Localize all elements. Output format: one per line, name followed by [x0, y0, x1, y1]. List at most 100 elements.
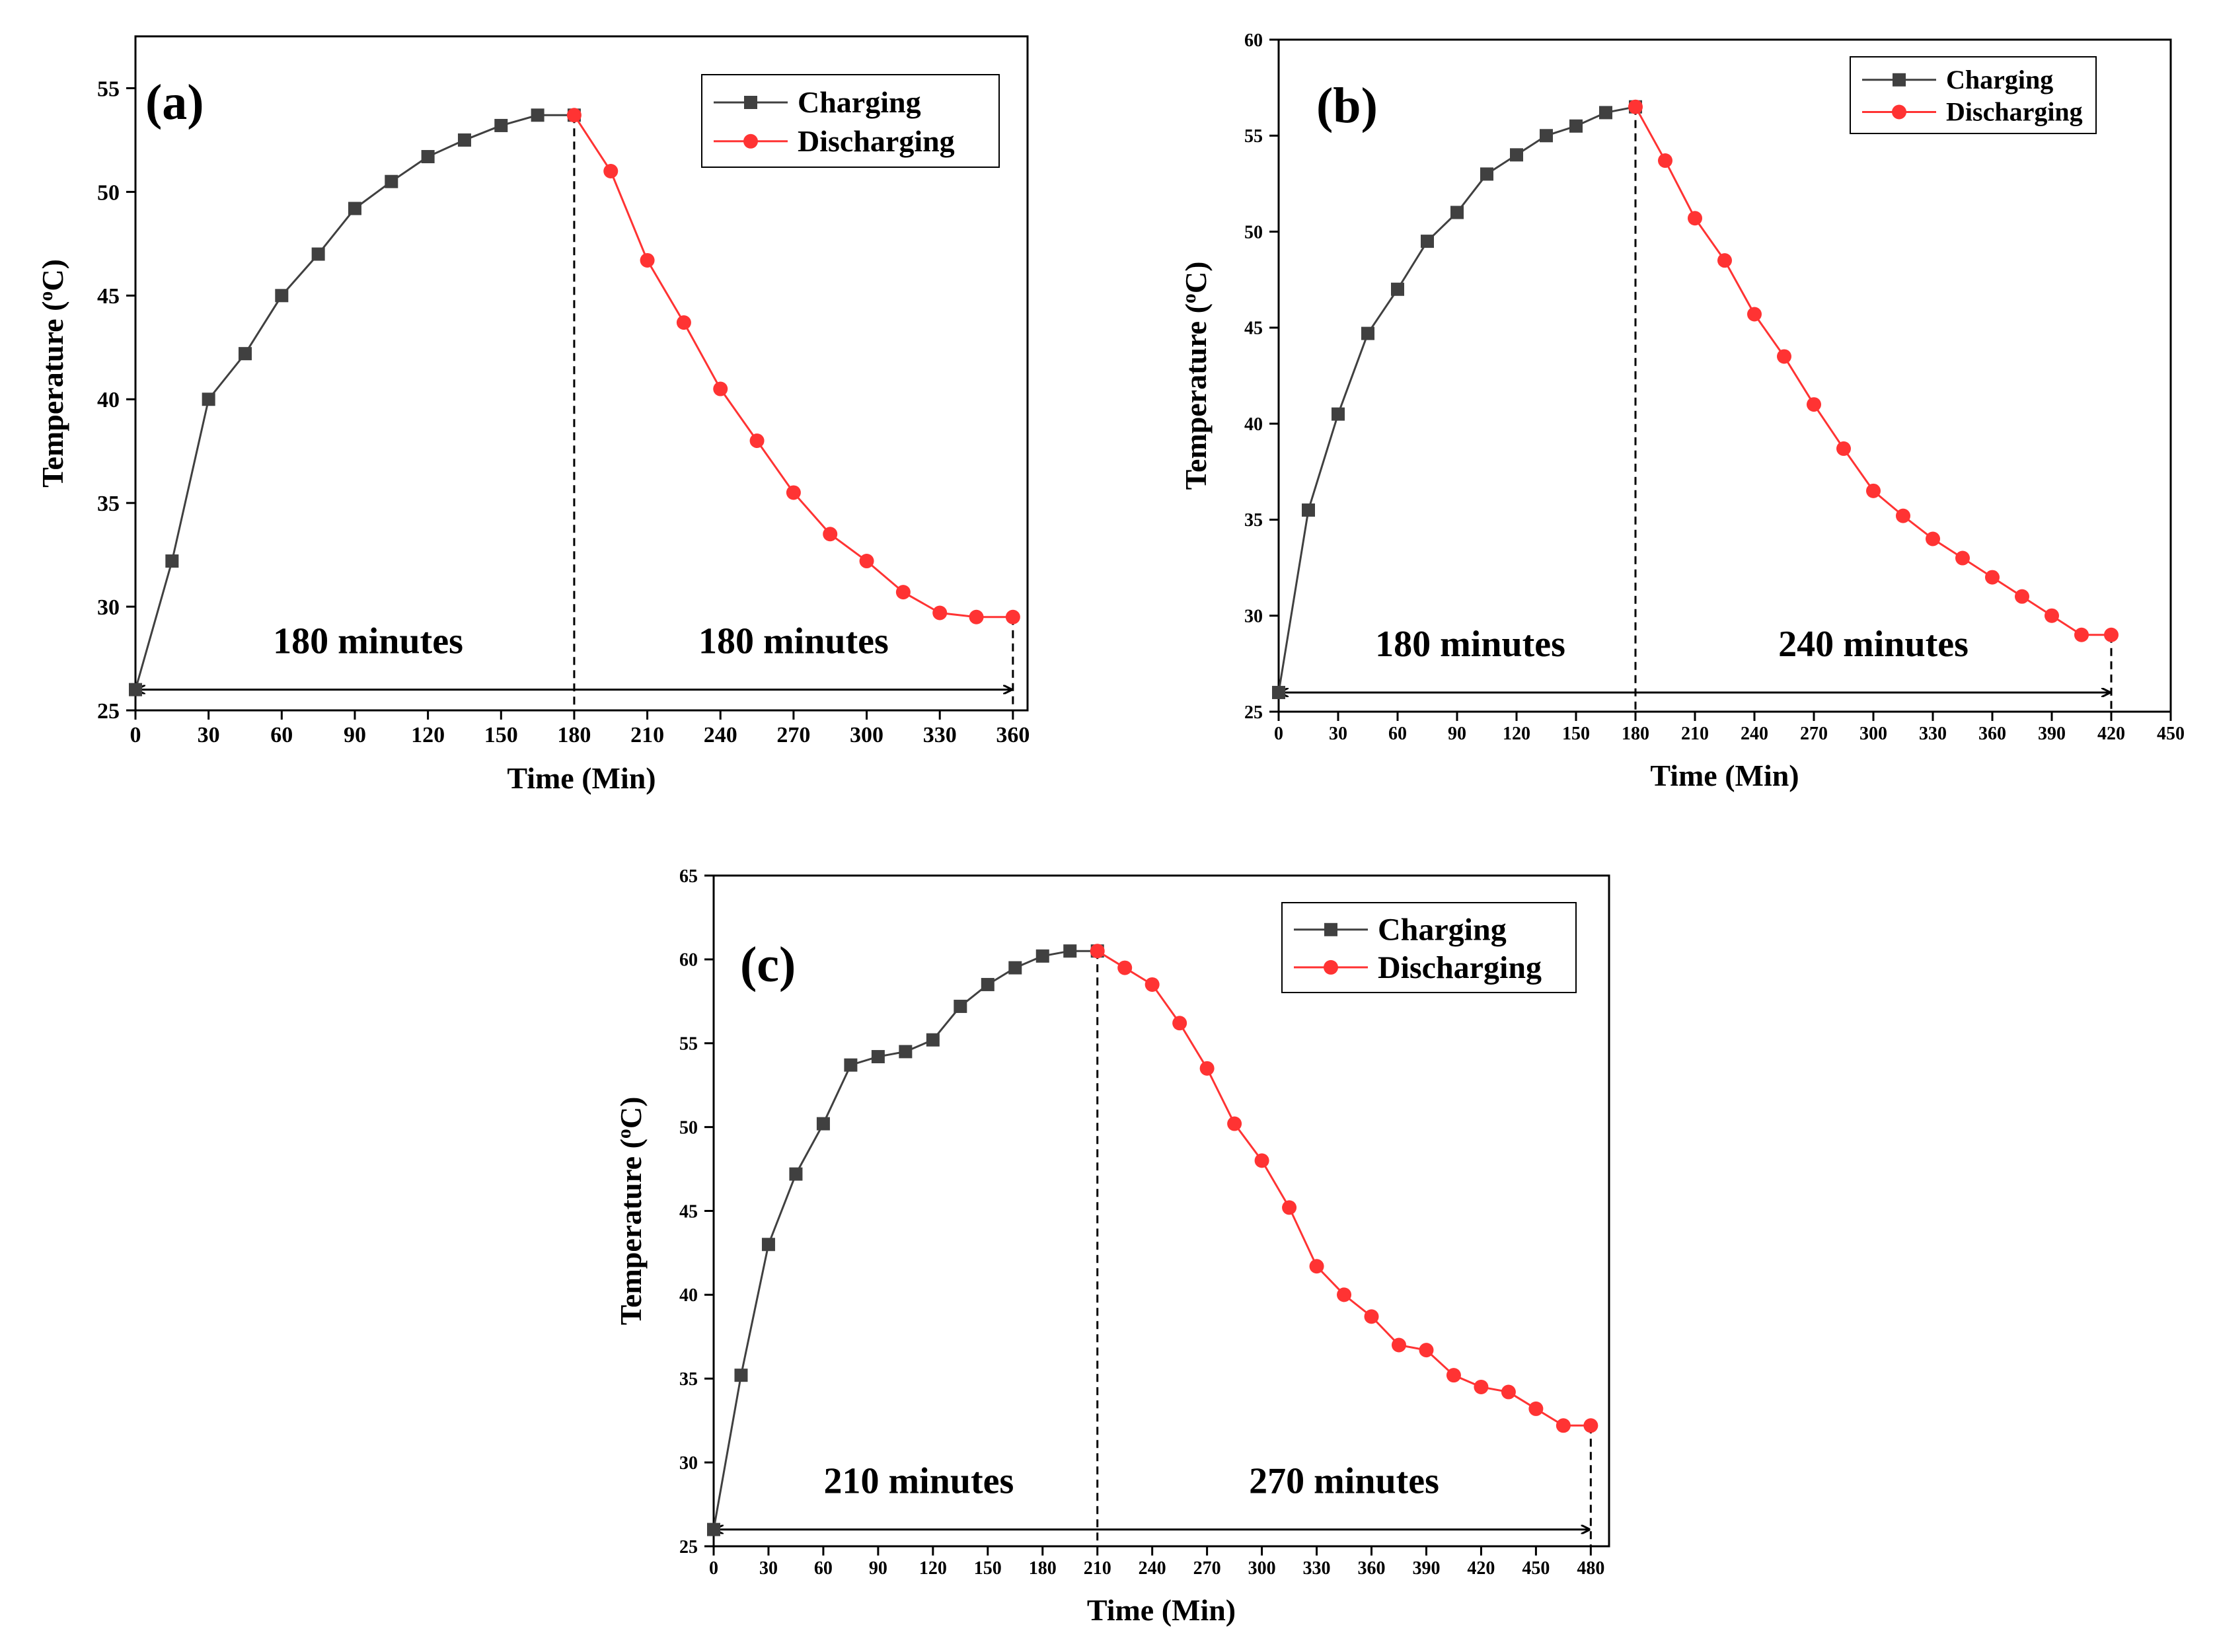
discharging-point [969, 609, 984, 624]
x-tick-label: 120 [919, 1558, 947, 1579]
charging-point [761, 1238, 775, 1252]
legend-label-charging: Charging [1378, 913, 1507, 948]
legend-marker-circle [743, 133, 758, 149]
charging-point [1035, 949, 1049, 963]
charging-point [457, 133, 471, 147]
x-tick-label: 90 [344, 723, 366, 747]
x-tick-label: 240 [1139, 1558, 1166, 1579]
discharging-point [1866, 483, 1881, 498]
y-tick-label: 35 [1244, 510, 1263, 531]
x-tick-label: 210 [1681, 724, 1709, 744]
x-tick-label: 330 [923, 723, 957, 747]
discharging-point [2045, 608, 2059, 623]
charging-point [734, 1369, 748, 1382]
legend-marker-square [744, 96, 757, 109]
discharging-point [2015, 589, 2029, 604]
x-tick-label: 360 [1358, 1558, 1386, 1579]
discharging-point [1896, 508, 1910, 523]
x-tick-label: 60 [1388, 724, 1407, 744]
x-tick-label: 150 [1562, 724, 1590, 744]
y-tick-label: 55 [97, 77, 120, 101]
charging-point [871, 1050, 885, 1064]
y-axis-label-sup: o [35, 291, 57, 301]
discharging-point [566, 108, 582, 123]
charging-duration-label: 180 minutes [273, 621, 463, 662]
charging-point [1063, 944, 1077, 958]
discharging-point [1628, 99, 1643, 114]
charging-duration-label: 210 minutes [823, 1461, 1014, 1502]
x-tick-label: 390 [1412, 1558, 1440, 1579]
y-axis-label-sup: o [1178, 293, 1200, 303]
y-tick-label: 35 [97, 492, 120, 516]
x-axis-label: Time (Min) [1650, 759, 1799, 792]
y-tick-label: 50 [97, 180, 120, 205]
series-line-charging [134, 114, 574, 691]
discharging-duration-label: 180 minutes [698, 621, 889, 662]
y-tick-label: 45 [1244, 319, 1263, 339]
charging-point [1540, 129, 1553, 143]
x-tick-label: 210 [1084, 1558, 1111, 1579]
charging-point [816, 1117, 830, 1131]
y-tick-label: 40 [679, 1285, 698, 1306]
x-tick-label: 180 [1029, 1558, 1057, 1579]
y-tick-label: 50 [679, 1117, 698, 1138]
discharging-point [1145, 977, 1160, 992]
x-axis-label: Time (Min) [507, 761, 656, 795]
discharging-point [1199, 1061, 1215, 1076]
x-tick-label: 30 [759, 1558, 778, 1579]
charging-point [1332, 407, 1345, 421]
discharging-duration-label: 270 minutes [1249, 1461, 1439, 1502]
y-tick-label: 50 [1244, 222, 1263, 243]
x-tick-label: 390 [2038, 724, 2066, 744]
x-tick-label: 120 [1503, 724, 1530, 744]
y-tick-label: 45 [679, 1201, 698, 1222]
charging-duration-label: 180 minutes [1375, 624, 1565, 665]
y-tick-label: 35 [679, 1369, 698, 1390]
x-tick-label: 150 [974, 1558, 1002, 1579]
legend-box [1850, 56, 2097, 134]
charging-point [1569, 119, 1583, 133]
x-tick-label: 180 [557, 723, 591, 747]
discharging-point [1501, 1384, 1516, 1400]
discharging-point [1556, 1418, 1571, 1433]
x-tick-label: 330 [1919, 724, 1947, 744]
charging-point [926, 1033, 940, 1047]
panel-label: (a) [145, 75, 204, 130]
x-tick-label: 300 [1859, 724, 1887, 744]
charging-point [1599, 106, 1612, 120]
charging-point [129, 683, 142, 696]
y-axis-label-sup: o [613, 1129, 635, 1139]
x-axis-label: Time (Min) [1087, 1593, 1236, 1627]
discharging-point [1005, 609, 1020, 624]
charging-point [348, 202, 361, 215]
y-axis-label-end: C) [614, 1097, 648, 1129]
x-tick-label: 210 [630, 723, 664, 747]
legend-box [701, 74, 1000, 168]
y-axis-label: Temperature (oC) [1178, 262, 1213, 490]
x-tick-label: 150 [484, 723, 518, 747]
discharging-point [823, 527, 838, 542]
charging-point [421, 150, 435, 164]
legend-marker-square [1324, 922, 1337, 936]
legend-label-discharging: Discharging [1378, 950, 1542, 985]
discharging-point [932, 605, 948, 620]
y-tick-label: 45 [97, 284, 120, 309]
legend-label-discharging: Discharging [1946, 97, 2083, 127]
discharging-point [786, 485, 801, 500]
x-tick-label: 330 [1303, 1558, 1331, 1579]
x-tick-label: 420 [1467, 1558, 1495, 1579]
x-tick-label: 240 [704, 723, 737, 747]
y-tick-label: 30 [679, 1453, 698, 1474]
discharging-point [676, 315, 691, 330]
discharging-point [1309, 1259, 1324, 1274]
legend-label-discharging: Discharging [798, 124, 955, 158]
plot-frame [134, 35, 1029, 712]
charging-point [1421, 235, 1434, 248]
x-tick-label: 30 [1329, 724, 1347, 744]
discharging-point [1090, 944, 1105, 959]
y-axis-label-main: Temperature ( [1179, 303, 1213, 490]
discharging-point [1528, 1401, 1544, 1416]
charging-point [1480, 167, 1493, 181]
x-tick-label: 300 [1248, 1558, 1276, 1579]
discharging-point [1688, 211, 1702, 226]
